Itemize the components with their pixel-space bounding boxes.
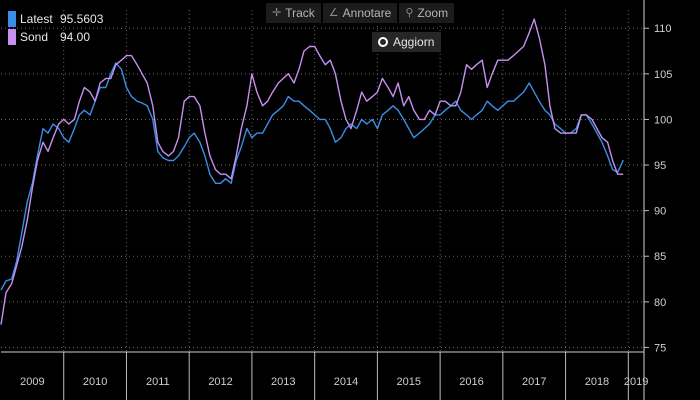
x-tick-label: 2019 <box>624 376 648 388</box>
x-tick-label: 2017 <box>522 376 546 388</box>
series-lines <box>0 18 624 325</box>
x-tick-label: 2009 <box>20 376 44 388</box>
x-tick-label: 2015 <box>397 376 421 388</box>
legend-value: 94.00 <box>60 30 91 44</box>
legend-swatch-sond <box>8 29 16 45</box>
y-tick-label: 80 <box>654 297 666 309</box>
legend-value: 95.5603 <box>60 12 104 26</box>
zoom-button[interactable]: ⚲ Zoom <box>399 3 455 23</box>
chart-toolbar: ✛ Track ∠ Annotare ⚲ Zoom <box>266 3 455 23</box>
legend-swatch-latest <box>8 11 16 27</box>
legend-item-latest[interactable]: Latest 95.5603 <box>8 10 103 28</box>
y-tick-label: 85 <box>654 251 666 263</box>
refresh-button[interactable]: Aggiorn <box>372 32 442 52</box>
crosshair-icon: ✛ <box>272 7 282 19</box>
x-tick-label: 2011 <box>146 376 170 388</box>
y-tick-label: 90 <box>654 206 666 218</box>
zoom-label: Zoom <box>417 6 449 20</box>
annotate-label: Annotare <box>342 6 392 20</box>
refresh-label: Aggiorn <box>393 35 435 49</box>
x-tick-label: 2013 <box>271 376 295 388</box>
y-tick-label: 105 <box>654 69 672 81</box>
y-tick-label: 95 <box>654 160 666 172</box>
x-tick-label: 2012 <box>208 376 232 388</box>
x-tick-labels: 2009 2010 2011 2012 2013 2014 2015 2016 2017 2018… <box>20 376 648 388</box>
refresh-icon <box>378 37 388 47</box>
x-tick-label: 2014 <box>334 376 358 388</box>
grid <box>1 10 644 352</box>
legend-label: Sond <box>20 30 49 44</box>
series-line-sond <box>0 18 624 325</box>
annotate-button[interactable]: ∠ Annotare <box>322 3 398 23</box>
y-tick-labels: 75 80 85 90 95 100 105 110 <box>654 23 672 354</box>
track-label: Track <box>285 6 315 20</box>
legend-label: Latest <box>20 12 53 26</box>
pencil-icon: ∠ <box>328 7 339 19</box>
y-tick-label: 110 <box>654 23 672 35</box>
axes <box>1 0 649 400</box>
x-tick-label: 2010 <box>83 376 107 388</box>
legend-item-sond[interactable]: Sond 94.00 <box>8 28 103 46</box>
magnifier-icon: ⚲ <box>405 7 414 19</box>
x-tick-label: 2018 <box>585 376 609 388</box>
y-tick-label: 75 <box>654 342 666 354</box>
track-button[interactable]: ✛ Track <box>266 3 321 23</box>
y-tick-label: 100 <box>654 114 672 126</box>
series-line-latest <box>0 62 624 291</box>
x-tick-label: 2016 <box>459 376 483 388</box>
legend: Latest 95.5603 Sond 94.00 <box>8 10 103 46</box>
